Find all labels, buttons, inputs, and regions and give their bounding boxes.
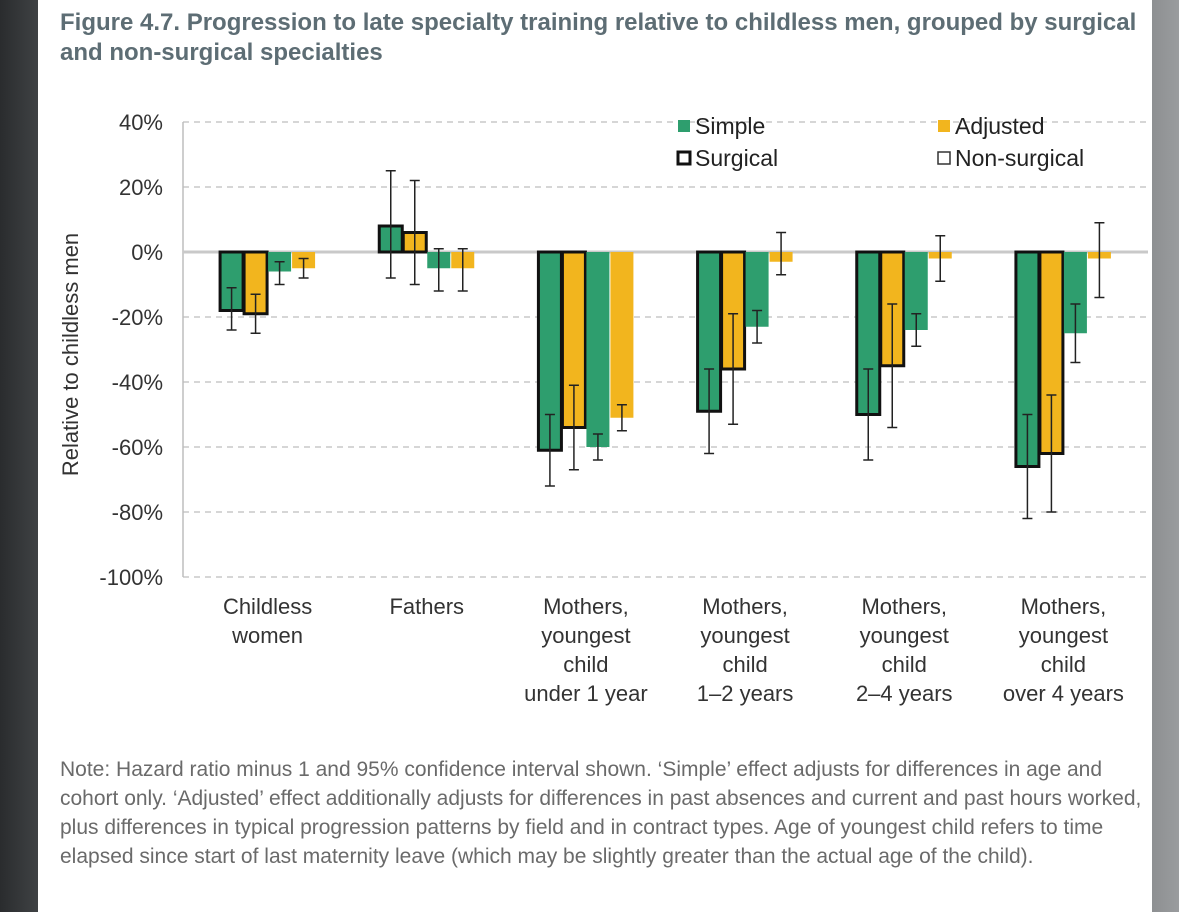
y-tick-label: -40%: [112, 370, 163, 395]
legend-label: Simple: [695, 113, 765, 139]
bar-chart: 40% 20% 0% -20% -40% -60% -80% -100% Relative to…: [58, 110, 1148, 706]
y-tick-label: -20%: [112, 305, 163, 330]
y-tick-label: 0%: [131, 240, 163, 265]
x-category-label: Mothers, youngest child over 4 years: [1003, 594, 1124, 706]
bar-non-surgical-simple: [1063, 252, 1087, 334]
x-category-label: Mothers, youngest child 2–4 years: [856, 594, 953, 706]
legend-swatch-simple: [678, 120, 690, 132]
y-tick-label: 40%: [119, 110, 163, 135]
legend-swatch-surgical: [676, 150, 692, 166]
legend-label: Non-surgical: [955, 145, 1084, 171]
y-tick-label: -80%: [112, 500, 163, 525]
bar-non-surgical-simple: [904, 252, 928, 330]
x-category-label: Childless women: [223, 594, 312, 648]
y-tick-label: 20%: [119, 175, 163, 200]
x-category-label: Fathers: [389, 594, 464, 619]
y-axis-label: Relative to childless men: [58, 233, 83, 476]
figure-note: Note: Hazard ratio minus 1 and 95% confi…: [60, 758, 1142, 868]
document-page: Figure 4.7. Progression to late specialt…: [38, 0, 1152, 912]
legend-label: Adjusted: [955, 113, 1045, 139]
bar-non-surgical-adjusted: [610, 252, 634, 418]
legend-swatch-adjusted: [938, 120, 950, 132]
figure-title: Figure 4.7. Progression to late specialt…: [60, 9, 1137, 66]
y-tick-label: -60%: [112, 435, 163, 460]
legend-swatch-non-surgical: [937, 151, 951, 165]
bar-non-surgical-simple: [745, 252, 769, 327]
bar-non-surgical-simple: [586, 252, 610, 447]
x-category-label: Mothers, youngest child 1–2 years: [697, 594, 794, 706]
legend-label: Surgical: [695, 145, 778, 171]
x-category-label: Mothers, youngest child under 1 year: [524, 594, 648, 706]
y-tick-label: -100%: [99, 565, 163, 590]
